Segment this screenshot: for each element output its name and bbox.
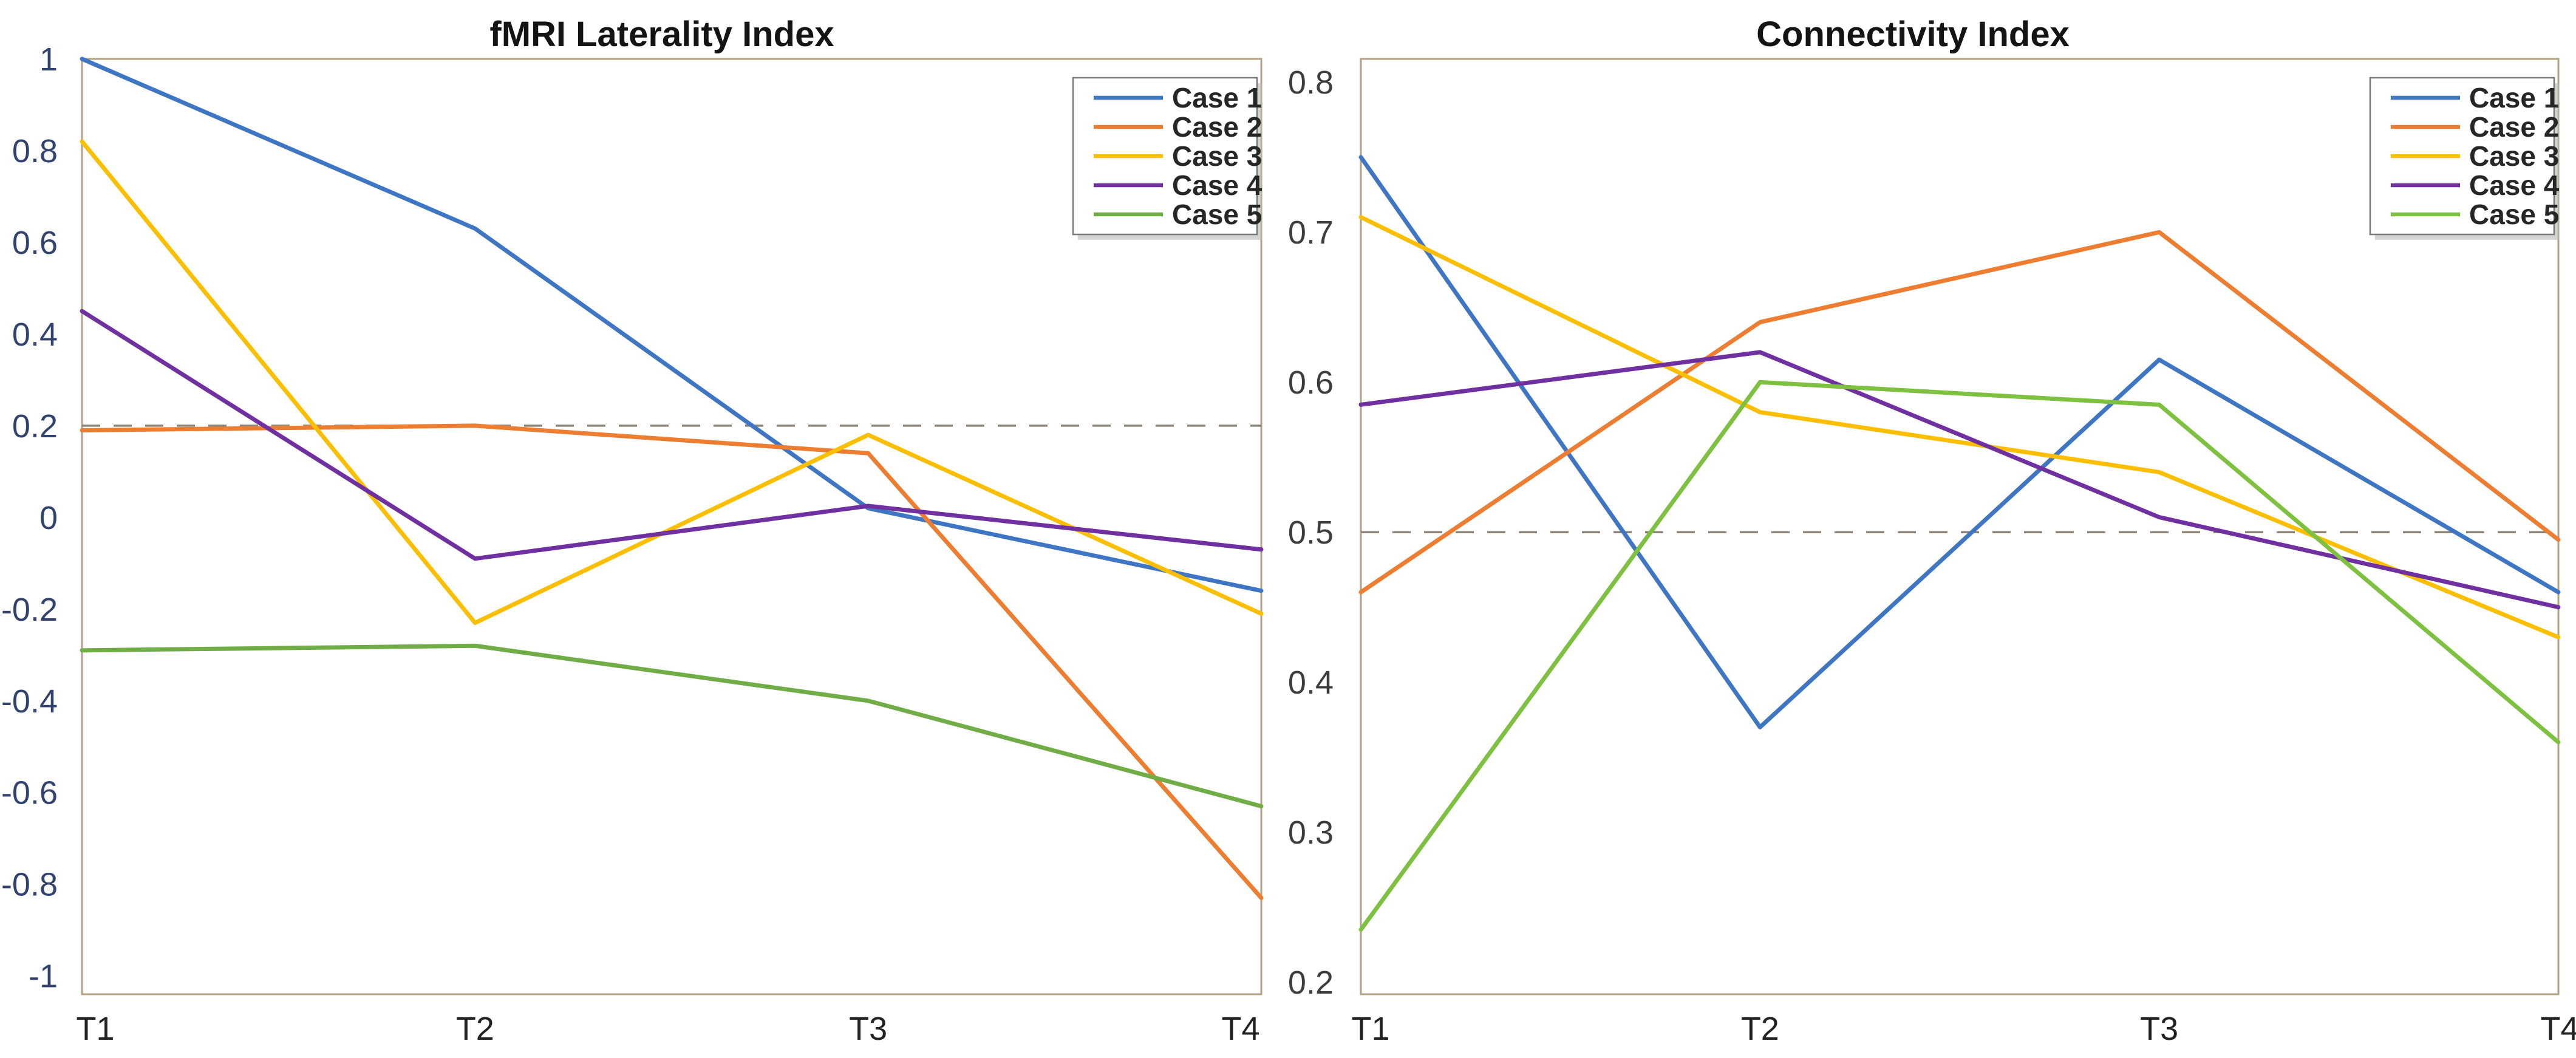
legend-label-case-2: Case 2 — [1172, 111, 1262, 143]
plot-frame — [81, 58, 1262, 995]
legend-entry-case-4: Case 4 — [2391, 169, 2560, 201]
y-tick-label: 0.8 — [12, 133, 58, 169]
legend-label-case-3: Case 3 — [2469, 140, 2559, 172]
y-tick-label: -0.6 — [1, 775, 58, 811]
series-line-case-3 — [80, 139, 1264, 626]
chart-title: Connectivity Index — [1756, 15, 2070, 54]
y-tick-label: 0.4 — [12, 316, 58, 353]
legend-label-case-4: Case 4 — [2469, 169, 2560, 201]
series-line-case-5 — [1358, 380, 2561, 932]
legend-label-case-4: Case 4 — [1172, 169, 1262, 201]
legend-box — [1072, 77, 1258, 236]
series-line-case-1 — [80, 56, 1264, 593]
legend-entry-case-4: Case 4 — [1094, 169, 1262, 201]
y-tick-label: 0.2 — [1288, 964, 1334, 1001]
y-tick-label: 0.2 — [12, 408, 58, 445]
legend-entry-case-1: Case 1 — [2391, 82, 2559, 114]
legend-entry-case-5: Case 5 — [1094, 199, 1262, 230]
y-tick-label: 0.4 — [1288, 664, 1334, 701]
plot-frame — [1360, 58, 2560, 995]
fmri-laterality-chart: fMRI Laterality Index 1 0.8 0.6 0.4 0.2 0 -0.2 -… — [1, 15, 1264, 1047]
series-line-case-2 — [80, 423, 1264, 900]
y-tick-label: 0.5 — [1288, 514, 1334, 551]
legend-label-case-1: Case 1 — [2469, 82, 2559, 114]
y-tick-label: 0.7 — [1288, 214, 1334, 251]
legend-entry-case-3: Case 3 — [2391, 140, 2559, 172]
series-line-case-4 — [1358, 350, 2561, 610]
y-tick-label: 0 — [39, 500, 58, 536]
x-category-label: T3 — [849, 1011, 887, 1047]
x-category-label: T3 — [2140, 1011, 2178, 1047]
series-line-case-4 — [80, 309, 1264, 561]
legend-entry-case-1: Case 1 — [1094, 82, 1262, 114]
series-line-case-2 — [1358, 230, 2561, 595]
x-category-label: T2 — [456, 1011, 494, 1047]
y-tick-label: -0.8 — [1, 867, 58, 903]
x-category-label: T1 — [1351, 1011, 1389, 1047]
legend-label-case-5: Case 5 — [2469, 199, 2559, 230]
connectivity-chart: Connectivity Index 0.8 0.7 0.6 0.5 0.4 0.3 0.2 T… — [1288, 15, 2576, 1047]
y-tick-label: 0.6 — [1288, 364, 1334, 401]
x-category-label: T1 — [76, 1011, 114, 1047]
y-tick-label: -1 — [29, 958, 58, 995]
legend-entry-case-5: Case 5 — [2391, 199, 2559, 230]
legend-entry-case-3: Case 3 — [1094, 140, 1262, 172]
y-tick-label: -0.4 — [1, 683, 58, 720]
x-category-label: T2 — [1741, 1011, 1779, 1047]
y-tick-label: -0.2 — [1, 592, 58, 628]
chart-title: fMRI Laterality Index — [489, 15, 834, 54]
y-tick-label: 0.8 — [1288, 64, 1334, 101]
y-tick-label: 0.3 — [1288, 814, 1334, 851]
series-line-case-1 — [1358, 155, 2561, 729]
legend-label-case-3: Case 3 — [1172, 140, 1262, 172]
series-line-case-3 — [1358, 215, 2561, 640]
y-tick-label: 0.6 — [12, 225, 58, 261]
legend-entry-case-2: Case 2 — [1094, 111, 1262, 143]
x-category-label: T4 — [1221, 1011, 1259, 1047]
legend-entry-case-2: Case 2 — [2391, 111, 2559, 143]
series-line-case-5 — [80, 643, 1264, 808]
legend-label-case-5: Case 5 — [1172, 199, 1262, 230]
x-category-label: T4 — [2540, 1011, 2576, 1047]
legend-label-case-2: Case 2 — [2469, 111, 2559, 143]
legend-label-case-1: Case 1 — [1172, 82, 1262, 114]
y-tick-label: 1 — [39, 41, 58, 78]
